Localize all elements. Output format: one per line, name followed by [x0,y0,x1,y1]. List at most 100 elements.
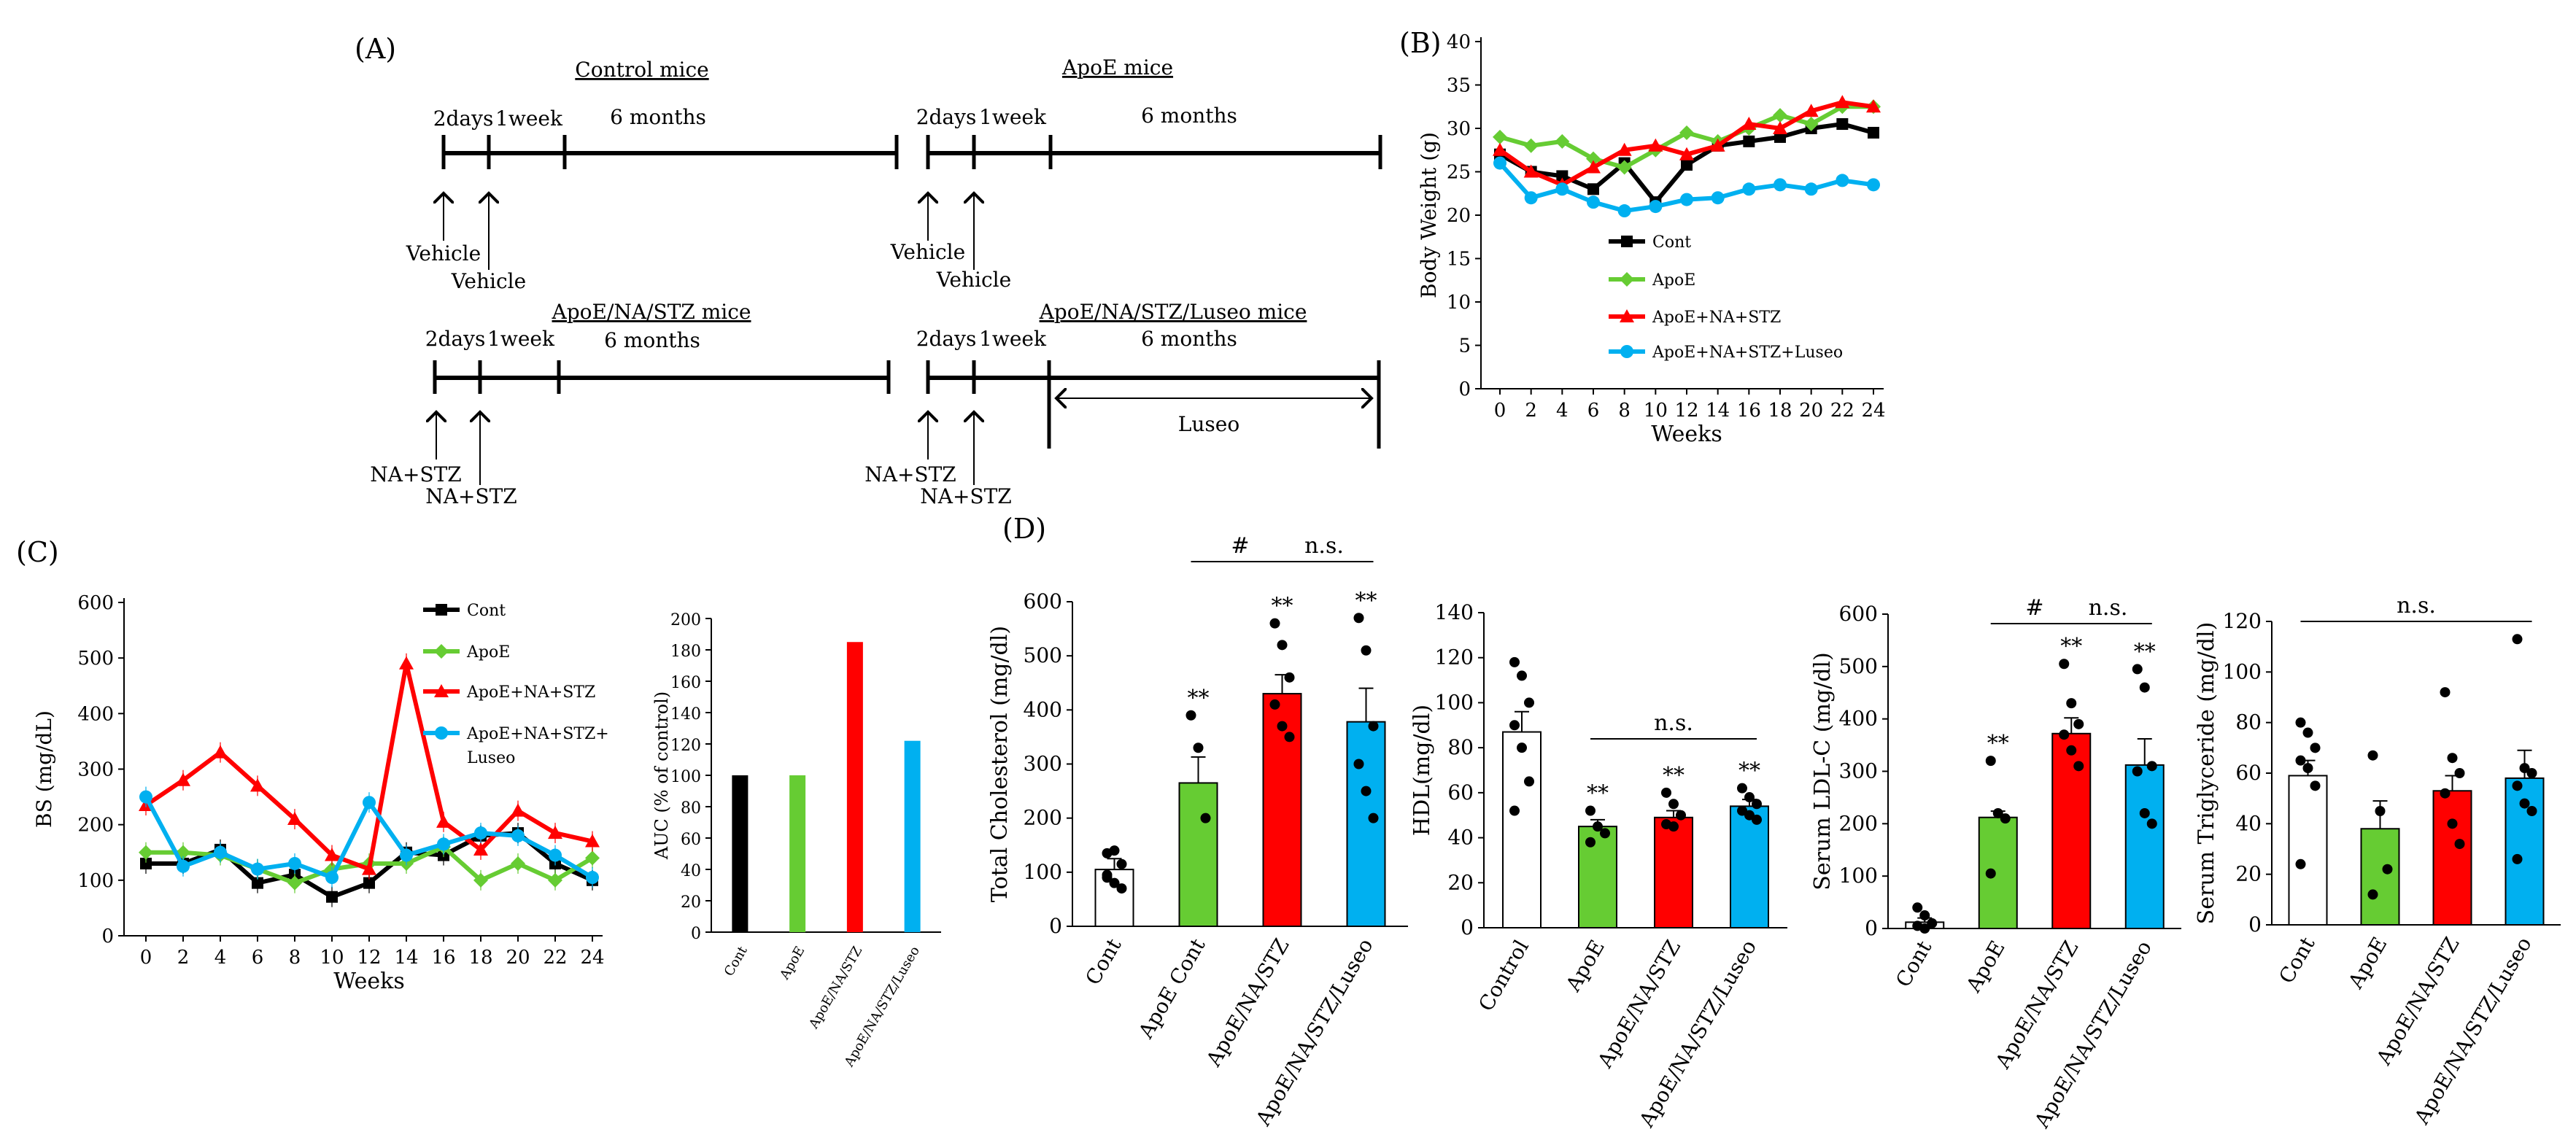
y-tick-label: 300 [77,759,114,781]
legend-label: Cont [1652,233,1691,252]
data-point [548,826,562,840]
data-point [435,726,448,740]
y-tick-label: 0 [1461,915,1474,939]
x-tick-label: 16 [1737,400,1761,422]
bar [2051,732,2092,930]
data-point [1773,108,1787,123]
data-point [2146,818,2157,829]
x-tick-label: 22 [543,947,567,969]
data-point [176,772,190,786]
x-axis-title: Weeks [333,969,404,994]
data-point [1493,142,1507,156]
timeline-days: 2days [425,327,486,351]
data-point [139,790,152,804]
y-tick-label: 0 [1865,916,1878,940]
significance-mark: ** [2060,634,2082,659]
series-apoe-na-stz [139,653,600,880]
data-point [1617,204,1631,218]
data-point [2440,788,2451,799]
data-point [1585,805,1596,816]
data-point [1737,805,1747,816]
data-point [1586,160,1601,174]
data-point [585,834,600,848]
data-point [2519,763,2530,774]
data-point [2073,718,2084,729]
timeline-months: 6 months [610,105,706,129]
y-tick-label: 20 [681,893,701,912]
bar [1094,869,1134,927]
x-tick-label: 8 [1618,400,1631,422]
data-point [1681,158,1693,171]
data-point [436,604,447,616]
data-point [511,856,525,871]
data-point [1523,164,1539,178]
significance-mark: ** [1272,594,1293,619]
y-tick-label: 100 [1839,864,1878,888]
x-tick-label: 16 [431,947,455,969]
data-point [1679,147,1694,160]
data-point [1835,95,1850,109]
significance-mark: ** [1738,759,1760,784]
significance-mark: ** [1188,686,1210,711]
arrow-label-1: NA+STZ [865,462,956,486]
y-tick-label: 20 [1447,870,1474,894]
data-point [1361,786,1372,796]
luseo-label: Luseo [1178,412,1239,436]
y-tick-label: 40 [2235,811,2262,835]
bar [1654,816,1693,929]
bracket-label: n.s. [2089,595,2128,621]
data-point [1277,721,1288,732]
data-point [585,850,600,866]
data-point [177,859,190,873]
x-tick-label: 8 [289,947,301,969]
y-tick-label: 120 [2223,609,2262,633]
x-tick-label: 18 [468,947,492,969]
legend: Cont ApoE ApoE+NA+STZ ApoE+NA+STZ+Luseo [1609,233,1843,362]
x-tick-label: 4 [1556,400,1569,422]
x-tick-label: Cont [2274,932,2320,988]
data-point [1586,151,1601,166]
data-point [1649,200,1663,214]
data-point [2440,687,2451,698]
timeline-apoe: ApoE mice 2days 1week 6 months Vehicle V… [890,55,1382,292]
significance-mark: ** [2134,639,2156,664]
y-tick-label: 80 [2235,710,2262,734]
bar [1178,782,1218,928]
data-point [1102,872,1113,883]
data-point [399,656,414,670]
x-tick-label: Cont [1891,936,1937,991]
timeline-title: ApoE mice [1061,55,1173,80]
y-tick-label: 5 [1458,336,1471,357]
data-point [1517,742,1527,753]
y-tick-label: 60 [1447,780,1474,804]
x-tick-label: 2 [1525,400,1537,422]
arrow-label-1: Vehicle [890,240,965,264]
data-point [2519,798,2530,809]
data-point [2073,761,2084,772]
data-point [437,837,450,851]
x-tick-label: 20 [506,947,530,969]
data-point [287,812,302,826]
y-tick-label: 25 [1447,162,1471,184]
bar [2360,828,2400,926]
x-tick-label: 0 [1494,400,1506,422]
data-point [326,891,338,903]
data-point [1661,787,1671,798]
legend-label: ApoE+NA+STZ [466,683,595,702]
data-point [1524,697,1534,708]
y-tick-label: 300 [1024,752,1062,776]
timeline-days: 2days [433,106,494,131]
y-tick-label: 30 [1447,118,1471,140]
data-point [1116,883,1127,894]
data-point [2447,818,2458,829]
timeline-days: 2days [916,105,977,129]
data-point [434,644,449,659]
data-point [1269,618,1280,629]
data-point [473,842,488,856]
timeline-days: 2days [916,327,977,351]
data-point [1668,799,1679,810]
data-point [325,848,339,861]
data-point [1866,99,1881,113]
